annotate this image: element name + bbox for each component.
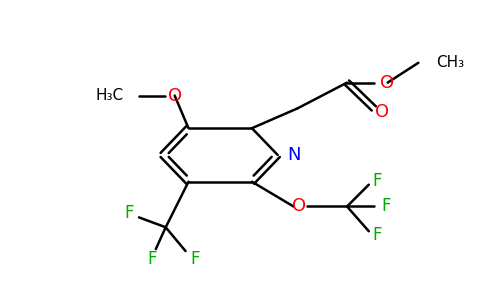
- Text: F: F: [381, 197, 391, 215]
- Text: F: F: [147, 250, 157, 268]
- Text: O: O: [375, 103, 389, 122]
- Text: F: F: [372, 226, 381, 244]
- Text: F: F: [124, 204, 134, 222]
- Text: O: O: [292, 197, 306, 215]
- Text: O: O: [167, 86, 182, 104]
- Text: F: F: [372, 172, 381, 190]
- Text: H₃C: H₃C: [96, 88, 124, 103]
- Text: O: O: [380, 74, 394, 92]
- Text: CH₃: CH₃: [436, 55, 464, 70]
- Text: N: N: [287, 146, 301, 164]
- Text: F: F: [191, 250, 200, 268]
